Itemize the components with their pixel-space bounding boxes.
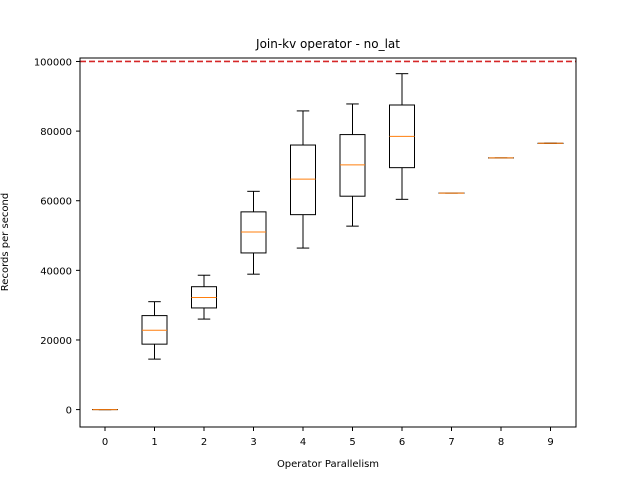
x-tick-label: 2 — [201, 437, 207, 448]
x-tick-label: 6 — [399, 437, 405, 448]
y-tick-label: 0 — [66, 406, 72, 417]
x-tick-label: 9 — [547, 437, 553, 448]
box-plot-6 — [389, 73, 415, 200]
box — [290, 144, 316, 216]
y-tick-label: 20000 — [40, 336, 72, 347]
x-axis-ticks: 0 1 2 3 4 5 6 7 8 9 — [102, 427, 554, 448]
x-tick-label: 7 — [448, 437, 454, 448]
x-tick-label: 4 — [300, 437, 306, 448]
box-plot-1 — [141, 301, 168, 360]
y-axis-ticks: 0 20000 40000 60000 80000 100000 — [34, 57, 80, 417]
x-axis-label: Operator Parallelism — [277, 459, 379, 470]
y-tick-label: 60000 — [40, 197, 72, 208]
y-tick-label: 40000 — [40, 266, 72, 277]
y-axis-label: Records per second — [0, 193, 11, 291]
x-tick-label: 1 — [151, 437, 157, 448]
plot-frame — [79, 57, 577, 428]
x-tick-label: 5 — [349, 437, 355, 448]
x-tick-label: 3 — [250, 437, 256, 448]
x-tick-label: 8 — [498, 437, 504, 448]
box-plot-2 — [191, 274, 217, 320]
y-tick-label: 100000 — [34, 57, 72, 68]
plot-area — [80, 60, 576, 411]
x-tick-label: 0 — [102, 437, 108, 448]
box-plot-5 — [339, 103, 366, 227]
box-plot-3 — [240, 190, 267, 275]
box-plot-4 — [290, 110, 316, 249]
box — [339, 134, 366, 197]
chart-title: Join-kv operator - no_lat — [255, 37, 400, 51]
y-tick-label: 80000 — [40, 127, 72, 138]
